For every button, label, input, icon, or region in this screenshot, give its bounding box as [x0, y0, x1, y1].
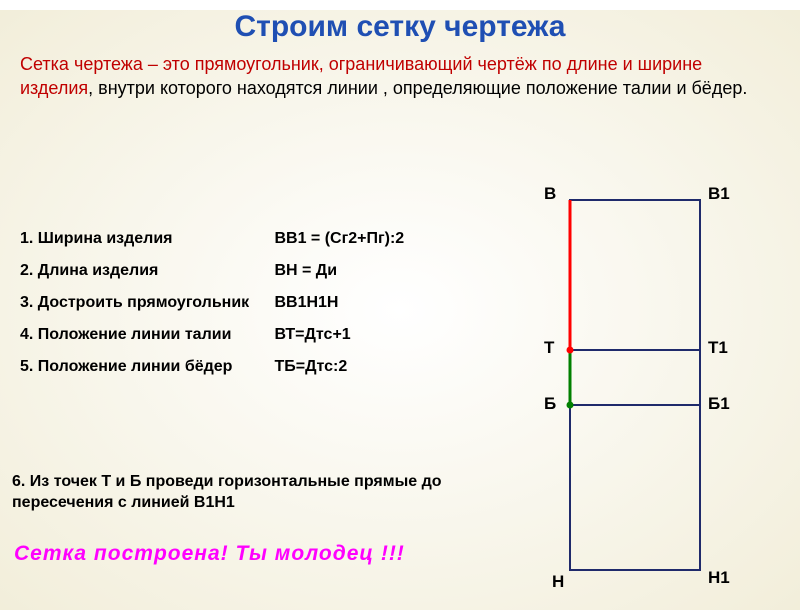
label-N1: Н1	[708, 568, 730, 588]
step-3-label: 3. Достроить прямоугольник	[20, 294, 270, 312]
congrats-text: Сетка построена! Ты молодец !!!	[14, 542, 405, 566]
label-T1: Т1	[708, 338, 728, 358]
step-4-formula: ВТ=Дтс+1	[274, 326, 350, 343]
label-B: Б	[544, 394, 556, 414]
intro-black: , внутри которого находятся линии , опре…	[88, 78, 747, 98]
step-5: 5. Положение линии бёдер ТБ=Дтс:2	[20, 358, 500, 376]
step-2: 2. Длина изделия ВН = Ди	[20, 262, 500, 280]
step-1-label: 1. Ширина изделия	[20, 230, 270, 248]
intro-paragraph: Сетка чертежа – это прямоугольник, огран…	[20, 52, 780, 101]
label-B1: Б1	[708, 394, 730, 414]
page-title: Строим сетку чертежа	[0, 10, 800, 44]
step-4: 4. Положение линии талии ВТ=Дтс+1	[20, 326, 500, 344]
step-2-formula: ВН = Ди	[274, 262, 337, 279]
steps-list: 1. Ширина изделия ВВ1 = (Сг2+Пг):2 2. Дл…	[20, 230, 500, 390]
step-3: 3. Достроить прямоугольник ВВ1Н1Н	[20, 294, 500, 312]
step-2-label: 2. Длина изделия	[20, 262, 270, 280]
label-T: Т	[544, 338, 554, 358]
step-3-formula: ВВ1Н1Н	[274, 294, 338, 311]
step-4-label: 4. Положение линии талии	[20, 326, 270, 344]
step-1: 1. Ширина изделия ВВ1 = (Сг2+Пг):2	[20, 230, 500, 248]
step-5-formula: ТБ=Дтс:2	[274, 358, 347, 375]
step-5-label: 5. Положение линии бёдер	[20, 358, 270, 376]
diagram-svg	[500, 180, 780, 600]
grid-diagram: В В1 Т Т1 Б Б1 Н Н1	[500, 180, 780, 600]
label-V: В	[544, 184, 556, 204]
step-1-formula: ВВ1 = (Сг2+Пг):2	[274, 230, 404, 247]
label-N: Н	[552, 572, 564, 592]
step-6: 6. Из точек Т и Б проведи горизонтальные…	[12, 472, 452, 514]
label-V1: В1	[708, 184, 730, 204]
